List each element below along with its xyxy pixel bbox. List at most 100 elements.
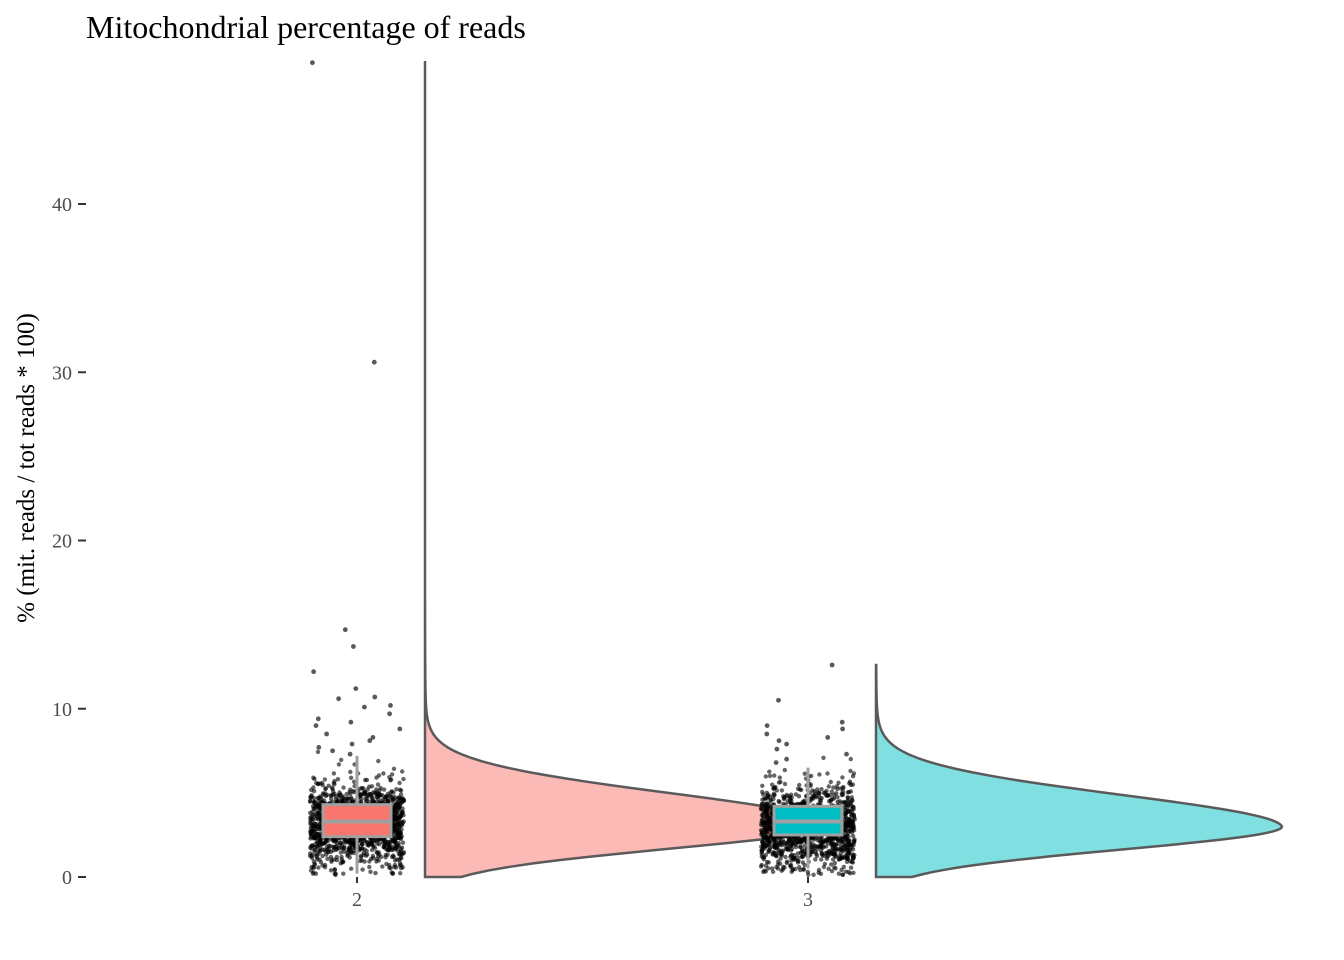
data-point bbox=[766, 860, 771, 865]
data-point bbox=[367, 859, 372, 864]
data-point bbox=[334, 799, 340, 805]
data-point bbox=[802, 771, 807, 776]
data-point bbox=[830, 836, 835, 842]
data-point bbox=[394, 816, 399, 822]
outlier-point bbox=[776, 738, 782, 744]
data-point bbox=[819, 857, 824, 862]
data-point bbox=[308, 868, 314, 873]
density-2 bbox=[423, 61, 833, 879]
data-point bbox=[783, 854, 788, 860]
outlier-point bbox=[367, 738, 373, 744]
data-point bbox=[364, 777, 370, 783]
data-point bbox=[324, 792, 330, 798]
data-point bbox=[397, 787, 403, 792]
data-point bbox=[381, 771, 386, 776]
data-point bbox=[395, 820, 401, 825]
data-point bbox=[767, 773, 773, 779]
data-point bbox=[774, 854, 779, 859]
outlier-point bbox=[388, 703, 393, 708]
data-point bbox=[373, 870, 378, 876]
data-point bbox=[771, 786, 776, 791]
data-point bbox=[319, 847, 325, 852]
y-axis-label: % (mit. reads / tot reads * 100) bbox=[13, 313, 40, 623]
data-point bbox=[367, 864, 372, 870]
data-point bbox=[339, 757, 344, 763]
data-point bbox=[320, 863, 325, 868]
data-point bbox=[310, 809, 315, 815]
data-point bbox=[316, 848, 321, 853]
data-point bbox=[401, 776, 406, 782]
data-point bbox=[848, 756, 853, 762]
data-point bbox=[320, 853, 325, 859]
y-tick-label: 30 bbox=[52, 362, 72, 384]
y-tick-label: 20 bbox=[52, 531, 72, 553]
data-point bbox=[762, 825, 767, 831]
data-point bbox=[848, 789, 854, 794]
data-point bbox=[311, 865, 317, 870]
data-point bbox=[763, 831, 768, 836]
data-point bbox=[395, 812, 401, 817]
x-tick-label: 2 bbox=[352, 889, 362, 911]
data-point bbox=[333, 843, 339, 849]
data-point bbox=[826, 784, 831, 789]
data-point bbox=[840, 839, 845, 844]
y-axis: 0 10 20 30 40 bbox=[52, 194, 86, 889]
outlier-point bbox=[371, 359, 377, 365]
data-point bbox=[364, 853, 369, 858]
data-point bbox=[391, 853, 396, 858]
data-point bbox=[765, 819, 770, 824]
data-point bbox=[784, 859, 790, 864]
data-point bbox=[837, 846, 843, 852]
data-point bbox=[766, 792, 771, 797]
data-point bbox=[813, 850, 818, 855]
data-point bbox=[348, 787, 353, 792]
data-point bbox=[760, 848, 765, 853]
data-point bbox=[348, 791, 353, 797]
outlier-point bbox=[776, 697, 781, 703]
data-point bbox=[397, 824, 402, 829]
data-point bbox=[851, 771, 857, 776]
data-point bbox=[771, 791, 777, 796]
data-point bbox=[834, 784, 840, 789]
data-point bbox=[376, 858, 381, 863]
data-point bbox=[759, 851, 764, 856]
data-point bbox=[761, 869, 766, 875]
data-point bbox=[849, 809, 855, 814]
data-point bbox=[801, 836, 806, 841]
data-point bbox=[340, 846, 346, 851]
data-point bbox=[770, 837, 776, 842]
data-point bbox=[348, 769, 353, 775]
data-point bbox=[850, 825, 855, 830]
data-point bbox=[398, 871, 403, 876]
data-point bbox=[311, 788, 317, 794]
data-point bbox=[316, 865, 321, 870]
data-point bbox=[779, 868, 784, 873]
data-point bbox=[800, 854, 806, 859]
data-point bbox=[347, 855, 352, 860]
data-point bbox=[308, 798, 313, 804]
data-point bbox=[321, 798, 327, 803]
data-point bbox=[389, 772, 395, 777]
plot-area bbox=[307, 60, 1284, 879]
data-point bbox=[764, 812, 769, 817]
data-point bbox=[368, 869, 373, 874]
data-point bbox=[389, 847, 394, 852]
data-point bbox=[310, 843, 315, 848]
outlier-point bbox=[829, 662, 835, 668]
data-point bbox=[758, 806, 764, 812]
outlier-point bbox=[330, 748, 335, 754]
data-point bbox=[774, 865, 779, 870]
outlier-point bbox=[773, 760, 779, 765]
data-point bbox=[377, 793, 382, 798]
data-point bbox=[339, 854, 344, 860]
data-point bbox=[830, 796, 835, 802]
data-point bbox=[795, 858, 800, 864]
data-point bbox=[826, 866, 831, 871]
data-point bbox=[821, 864, 827, 870]
data-point bbox=[809, 773, 814, 779]
data-point bbox=[318, 794, 323, 799]
y-tick-label: 0 bbox=[62, 867, 72, 889]
data-point bbox=[359, 785, 365, 791]
outlier-point bbox=[362, 704, 367, 710]
data-point bbox=[796, 794, 802, 799]
